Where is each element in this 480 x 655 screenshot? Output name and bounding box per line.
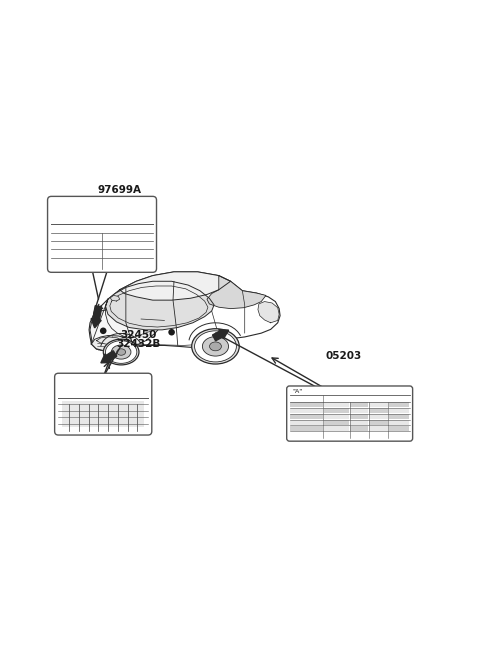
Bar bbox=[324, 402, 349, 407]
Polygon shape bbox=[258, 301, 279, 323]
Bar bbox=[370, 414, 388, 419]
Bar bbox=[350, 402, 369, 407]
Polygon shape bbox=[89, 272, 280, 352]
Polygon shape bbox=[96, 337, 121, 345]
Bar bbox=[389, 408, 409, 413]
Bar bbox=[350, 420, 369, 425]
Text: 32432B: 32432B bbox=[117, 339, 161, 348]
Ellipse shape bbox=[111, 345, 131, 359]
Polygon shape bbox=[207, 276, 266, 309]
Bar bbox=[290, 402, 323, 407]
Bar bbox=[324, 420, 349, 425]
Bar bbox=[290, 426, 323, 431]
Bar bbox=[350, 426, 369, 431]
Bar bbox=[324, 408, 349, 413]
Bar bbox=[389, 420, 409, 425]
Circle shape bbox=[100, 328, 107, 334]
FancyArrow shape bbox=[213, 329, 228, 341]
Text: 32450: 32450 bbox=[120, 330, 157, 340]
Bar bbox=[389, 426, 409, 431]
Bar bbox=[370, 408, 388, 413]
Ellipse shape bbox=[210, 342, 221, 351]
Ellipse shape bbox=[103, 339, 139, 365]
FancyBboxPatch shape bbox=[55, 373, 152, 435]
FancyBboxPatch shape bbox=[48, 196, 156, 272]
Polygon shape bbox=[120, 272, 230, 300]
Ellipse shape bbox=[106, 341, 137, 364]
Polygon shape bbox=[90, 310, 160, 351]
Polygon shape bbox=[110, 295, 120, 301]
Ellipse shape bbox=[192, 329, 239, 364]
Bar bbox=[389, 402, 409, 407]
Text: 97699A: 97699A bbox=[98, 185, 142, 195]
Bar bbox=[290, 414, 323, 419]
Bar bbox=[370, 420, 388, 425]
Bar bbox=[324, 426, 349, 431]
Bar bbox=[350, 414, 369, 419]
Bar bbox=[350, 408, 369, 413]
Bar bbox=[370, 426, 388, 431]
Ellipse shape bbox=[117, 349, 126, 355]
FancyArrow shape bbox=[101, 350, 117, 363]
Bar bbox=[290, 420, 323, 425]
FancyBboxPatch shape bbox=[287, 386, 413, 441]
Polygon shape bbox=[91, 299, 132, 352]
Polygon shape bbox=[106, 281, 214, 330]
Bar bbox=[370, 402, 388, 407]
FancyArrow shape bbox=[91, 306, 102, 328]
Bar bbox=[324, 414, 349, 419]
Text: "A": "A" bbox=[292, 389, 302, 394]
Polygon shape bbox=[91, 335, 131, 351]
Bar bbox=[290, 408, 323, 413]
Ellipse shape bbox=[194, 331, 236, 362]
Bar bbox=[389, 414, 409, 419]
Text: 05203: 05203 bbox=[325, 350, 362, 360]
Circle shape bbox=[168, 329, 175, 335]
FancyBboxPatch shape bbox=[62, 401, 144, 428]
Ellipse shape bbox=[203, 337, 228, 356]
